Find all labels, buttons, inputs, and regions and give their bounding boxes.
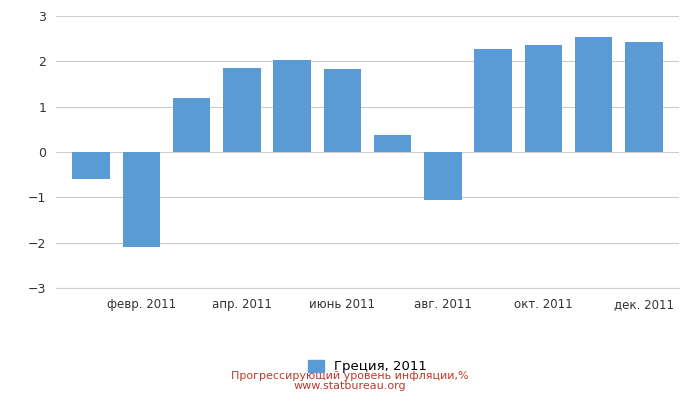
Bar [575, 37, 612, 152]
Bar [122, 152, 160, 247]
Bar [625, 42, 663, 152]
Bar [72, 152, 110, 179]
Text: www.statbureau.org: www.statbureau.org [294, 381, 406, 391]
Legend: Греция, 2011: Греция, 2011 [302, 354, 433, 378]
Bar [273, 60, 311, 152]
Text: Прогрессирующий уровень инфляции,%: Прогрессирующий уровень инфляции,% [231, 371, 469, 381]
Bar [374, 135, 412, 152]
Bar [173, 98, 211, 152]
Bar [475, 49, 512, 152]
Bar [223, 68, 260, 152]
Bar [323, 69, 361, 152]
Bar [424, 152, 462, 200]
Bar [524, 44, 562, 152]
